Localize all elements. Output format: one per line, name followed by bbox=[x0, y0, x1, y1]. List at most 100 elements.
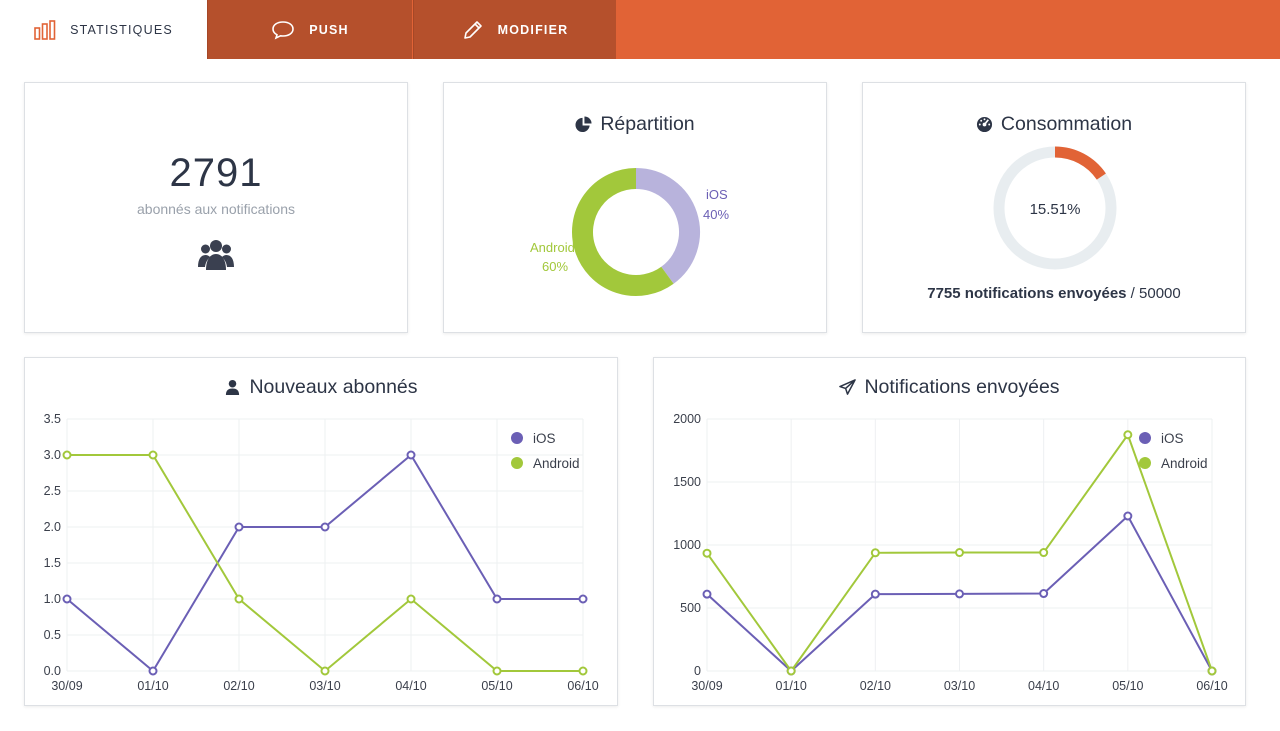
new-subscribers-title: Nouveaux abonnés bbox=[25, 376, 617, 399]
y-tick-label: 2.5 bbox=[44, 484, 61, 498]
card-title-text: Nouveaux abonnés bbox=[249, 376, 418, 398]
data-point-ios bbox=[1123, 511, 1133, 521]
x-tick-label: 03/10 bbox=[309, 679, 340, 693]
x-tick-label: 02/10 bbox=[223, 679, 254, 693]
new-subscribers-chart: 0.0 0.5 1.0 1.5 2.0 2.5 3.0 3.5 30/09 01/10 02/10 0… bbox=[44, 412, 599, 693]
gauge-fill bbox=[1054, 146, 1106, 180]
new-subscribers-card: Nouveaux abonnés 0.0 0.5 1.0 1.5 2.0 2.5 3.0 3.… bbox=[24, 357, 618, 706]
speech-bubble-icon bbox=[272, 20, 295, 40]
y-tick-label: 1000 bbox=[673, 538, 701, 552]
ios-percent: 40% bbox=[703, 207, 729, 222]
x-tick-label: 06/10 bbox=[567, 679, 598, 693]
tab-label: STATISTIQUES bbox=[70, 22, 173, 37]
data-point-android bbox=[406, 594, 416, 604]
user-icon bbox=[226, 379, 240, 396]
y-tick-label: 1.5 bbox=[44, 556, 61, 570]
x-tick-label: 04/10 bbox=[1028, 679, 1059, 693]
legend-label-android: Android bbox=[1161, 456, 1208, 471]
tab-modifier[interactable]: MODIFIER bbox=[413, 0, 616, 59]
y-tick-label: 0.0 bbox=[44, 664, 61, 678]
data-point-ios bbox=[148, 666, 158, 676]
legend-marker-android bbox=[1139, 457, 1151, 469]
legend-marker-ios bbox=[511, 432, 523, 444]
data-point-ios bbox=[320, 522, 330, 532]
x-tick-label: 01/10 bbox=[776, 679, 807, 693]
y-tick-label: 0.5 bbox=[44, 628, 61, 642]
x-tick-label: 01/10 bbox=[137, 679, 168, 693]
data-point-android bbox=[148, 450, 158, 460]
legend-label-android: Android bbox=[533, 456, 580, 471]
tab-statistiques[interactable]: STATISTIQUES bbox=[0, 0, 207, 59]
tab-label: MODIFIER bbox=[497, 22, 569, 37]
separator: / bbox=[1130, 285, 1135, 302]
card-title-text: Répartition bbox=[600, 113, 695, 135]
consumption-card: Consommation 15.51% 7755 notifications e… bbox=[862, 82, 1246, 333]
repartition-title: Répartition bbox=[444, 113, 826, 136]
repartition-donut: iOS 40% Android 60% bbox=[530, 168, 729, 296]
y-tick-label: 3.0 bbox=[44, 448, 61, 462]
pie-slice-ios bbox=[635, 168, 700, 284]
android-label: Android bbox=[530, 240, 575, 255]
x-tick-label: 05/10 bbox=[481, 679, 512, 693]
legend-label-ios: iOS bbox=[1161, 431, 1184, 446]
y-tick-label: 500 bbox=[680, 601, 701, 615]
grid bbox=[66, 418, 584, 672]
top-tab-bar: STATISTIQUES PUSH MODIFIER bbox=[0, 0, 1280, 59]
subscriber-caption: abonnés aux notifications bbox=[137, 201, 295, 217]
y-tick-label: 2000 bbox=[673, 412, 701, 426]
card-title-text: Consommation bbox=[1000, 113, 1133, 135]
pie-slice-android bbox=[572, 168, 674, 296]
data-point-android bbox=[870, 548, 880, 558]
data-point-ios bbox=[234, 522, 244, 532]
data-point-ios bbox=[62, 594, 72, 604]
x-tick-label: 30/09 bbox=[51, 679, 82, 693]
repartition-card: Répartition iOS 40% Android 60% bbox=[443, 82, 827, 333]
sent-notifications-title: Notifications envoyées bbox=[654, 376, 1245, 399]
data-point-android bbox=[1123, 430, 1133, 440]
data-point-ios bbox=[702, 589, 712, 599]
sent-notifications-card: Notifications envoyées 0 500 1000 1500 2000 3… bbox=[653, 357, 1246, 706]
data-point-android bbox=[955, 548, 964, 558]
legend-label-ios: iOS bbox=[533, 431, 556, 446]
y-tick-label: 1.0 bbox=[44, 592, 61, 606]
x-tick-label: 04/10 bbox=[395, 679, 426, 693]
subscribers-card: 2791 abonnés aux notifications bbox=[24, 82, 408, 333]
consumption-gauge: 15.51% bbox=[993, 146, 1117, 270]
x-tick-label: 05/10 bbox=[1112, 679, 1143, 693]
x-tick-label: 30/09 bbox=[691, 679, 722, 693]
pencil-icon bbox=[463, 20, 482, 39]
android-percent: 60% bbox=[542, 259, 568, 274]
data-point-android bbox=[702, 548, 712, 558]
data-point-android bbox=[578, 666, 588, 676]
x-tick-label: 03/10 bbox=[944, 679, 975, 693]
subscriber-count: 2791 bbox=[169, 151, 263, 195]
card-title-text: Notifications envoyées bbox=[864, 376, 1060, 398]
x-tick-label: 02/10 bbox=[860, 679, 891, 693]
quota: 50000 bbox=[1139, 285, 1181, 302]
consumption-title: Consommation bbox=[863, 113, 1245, 136]
y-tick-label: 0 bbox=[694, 664, 701, 678]
data-point-android bbox=[234, 594, 244, 604]
data-point-ios bbox=[578, 594, 588, 604]
gauge-icon bbox=[976, 116, 992, 133]
data-point-android bbox=[62, 450, 72, 460]
ios-label: iOS bbox=[706, 187, 728, 202]
y-tick-label: 2.0 bbox=[44, 520, 61, 534]
sent-notifications-chart: 0 500 1000 1500 2000 30/09 01/10 02/10 03/10 04/1… bbox=[673, 412, 1228, 693]
x-tick-label: 06/10 bbox=[1196, 679, 1227, 693]
data-point-android bbox=[1207, 666, 1217, 676]
data-point-ios bbox=[870, 589, 880, 599]
tab-label: PUSH bbox=[309, 22, 349, 37]
sent-count: 7755 notifications envoyées bbox=[927, 285, 1127, 302]
data-point-android bbox=[492, 666, 502, 676]
tab-push[interactable]: PUSH bbox=[207, 0, 412, 59]
pie-chart-icon bbox=[575, 116, 592, 133]
data-point-ios bbox=[406, 450, 416, 460]
y-tick-label: 3.5 bbox=[44, 412, 61, 426]
data-point-android bbox=[786, 666, 796, 676]
data-point-android bbox=[1039, 548, 1049, 558]
data-point-ios bbox=[1039, 589, 1049, 599]
consumption-summary: 7755 notifications envoyées / 50000 bbox=[863, 285, 1245, 302]
bar-chart-icon bbox=[34, 19, 56, 40]
y-tick-label: 1500 bbox=[673, 475, 701, 489]
